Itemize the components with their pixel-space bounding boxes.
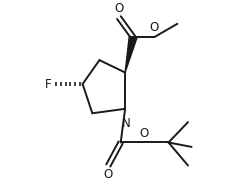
Text: O: O	[104, 168, 113, 181]
Text: O: O	[114, 2, 123, 15]
Text: F: F	[45, 77, 52, 91]
Text: N: N	[122, 117, 130, 130]
Text: O: O	[139, 127, 148, 140]
Text: O: O	[150, 21, 159, 34]
Polygon shape	[125, 36, 137, 72]
